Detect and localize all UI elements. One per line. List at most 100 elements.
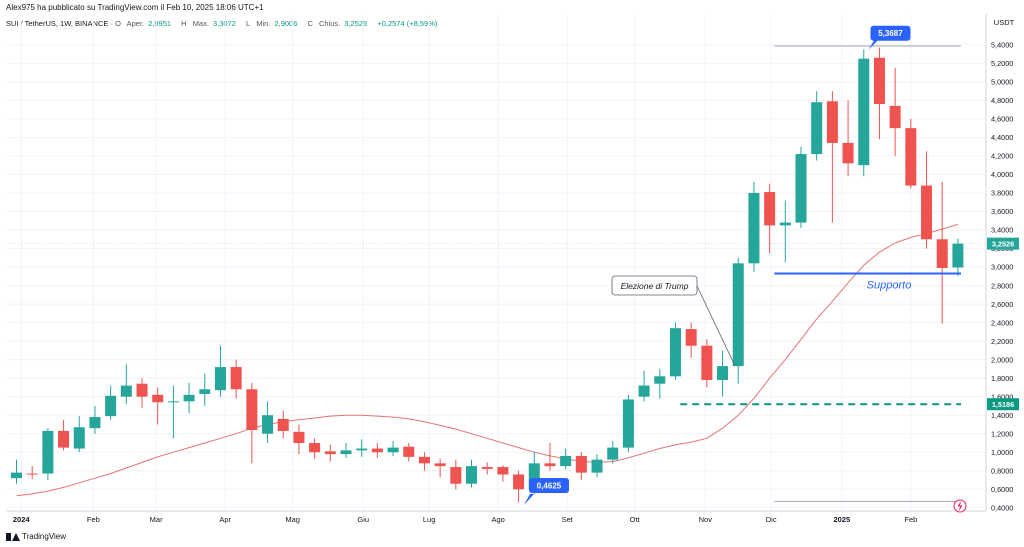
- x-tick-label: Mar: [150, 515, 163, 524]
- candle-body-down: [889, 105, 901, 129]
- candle-body-up: [607, 447, 619, 460]
- last-price-tag: [987, 237, 1019, 250]
- high-value: 3,3072: [212, 19, 236, 28]
- y-tick-label: 0,8000: [991, 466, 1013, 475]
- candle-body-up: [167, 401, 179, 403]
- y-tick-label: 5,2000: [991, 59, 1013, 68]
- x-tick-label: Ago: [492, 515, 505, 524]
- candle-body-up: [591, 459, 603, 473]
- y-tick-label: 1,2000: [991, 429, 1013, 438]
- candle-body-up: [466, 466, 478, 484]
- low-letter: L: [246, 19, 251, 28]
- x-tick-label: Mag: [285, 515, 300, 524]
- candle-body-up: [748, 192, 760, 264]
- moving-average-line: [16, 223, 959, 497]
- low-callout-text: 0,4625: [537, 482, 562, 491]
- candle-body-down: [842, 142, 854, 164]
- y-tick-label: 4,8000: [991, 96, 1013, 105]
- dashed-level-tag: [987, 398, 1019, 411]
- support-label: Supporto: [867, 280, 912, 292]
- y-tick-label: 1,6000: [991, 392, 1013, 401]
- footer-brand: TradingView: [6, 532, 66, 541]
- candle-body-down: [324, 451, 336, 455]
- y-tick-label: 3,4000: [991, 226, 1013, 235]
- candle-body-down: [497, 467, 509, 475]
- y-tick-label: 1,8000: [991, 374, 1013, 383]
- peak-callout-box: [870, 25, 911, 41]
- close-value: 3,2526: [344, 19, 368, 28]
- y-tick-label: 2,6000: [991, 300, 1013, 309]
- x-tick-label: Set: [562, 515, 574, 524]
- election-callout-connector: [696, 285, 736, 366]
- y-tick-label: 4,4000: [991, 133, 1013, 142]
- candle-body-up: [89, 417, 101, 429]
- change-value: +0,2574 (+8,59%): [377, 19, 438, 28]
- candle-body-down: [434, 463, 446, 467]
- candle-body-up: [779, 222, 791, 226]
- y-tick-label: 3,6000: [991, 207, 1013, 216]
- candle-body-up: [654, 376, 666, 384]
- y-tick-label: 1,4000: [991, 411, 1013, 420]
- candle-body-down: [152, 394, 164, 403]
- candle-body-down: [826, 101, 838, 143]
- x-tick-label: Lug: [423, 515, 436, 524]
- election-callout-box: [611, 275, 698, 296]
- candle-body-down: [293, 431, 305, 443]
- open-label: Aper.: [126, 19, 145, 28]
- x-tick-label: Ott: [630, 515, 641, 524]
- candle-body-down: [764, 192, 776, 226]
- y-tick-label: 2,4000: [991, 318, 1013, 327]
- candle-body-down: [873, 57, 885, 105]
- low-callout-pointer: [523, 494, 534, 506]
- y-tick-label: 3,0000: [991, 263, 1013, 272]
- y-tick-label: 0,4000: [991, 504, 1013, 513]
- high-letter: H: [181, 19, 187, 28]
- candle-body-down: [418, 456, 430, 464]
- candle-body-down: [685, 329, 697, 346]
- candle-body-up: [528, 463, 540, 490]
- candle-body-down: [513, 474, 525, 490]
- low-callout-box: [528, 478, 569, 494]
- candle-body-down: [26, 473, 38, 475]
- y-tick-label: 0,6000: [991, 485, 1013, 494]
- x-tick-label: 2025: [833, 515, 850, 524]
- candle-body-up: [262, 415, 274, 434]
- candle-body-up: [858, 58, 870, 166]
- candle-body-up: [952, 243, 964, 268]
- peak-callout-text: 5,3687: [878, 29, 903, 38]
- candle-body-up: [199, 389, 211, 394]
- candle-body-up: [105, 395, 117, 417]
- candle-body-down: [481, 467, 493, 469]
- close-label: Chius.: [319, 19, 341, 28]
- y-tick-label: 4,6000: [991, 115, 1013, 124]
- y-tick-label: 1,0000: [991, 448, 1013, 457]
- candle-body-down: [575, 455, 587, 473]
- election-callout-text: Elezione di Trump: [621, 281, 689, 291]
- candle-body-up: [669, 328, 681, 377]
- candle-body-down: [936, 239, 948, 268]
- candle-body-up: [622, 399, 634, 448]
- open-letter: O: [115, 19, 121, 28]
- candle-body-up: [183, 394, 195, 402]
- candle-body-up: [214, 367, 226, 391]
- candle-body-down: [309, 442, 321, 453]
- candle-body-up: [717, 366, 729, 381]
- candle-body-down: [450, 467, 462, 484]
- y-tick-label: 5,4000: [991, 41, 1013, 50]
- candle-body-down: [277, 418, 289, 431]
- y-tick-label: 2,0000: [991, 355, 1013, 364]
- candle-body-up: [811, 102, 823, 155]
- symbol-legend: SUI / TetherUS, 1W, BINANCE · O Aper. 2,9…: [6, 19, 441, 28]
- candle-body-down: [58, 430, 70, 448]
- candle-body-up: [638, 385, 650, 397]
- close-item: C Chius. 3,2526: [307, 19, 371, 28]
- x-tick-label: Feb: [87, 515, 100, 524]
- candle-body-up: [340, 450, 352, 455]
- candle-body-down: [544, 463, 556, 467]
- low-item: L Min. 2,9006: [246, 19, 301, 28]
- x-tick-label: Giu: [357, 515, 369, 524]
- y-tick-label: 2,8000: [991, 281, 1013, 290]
- candle-body-up: [795, 154, 807, 223]
- y-tick-label: 2,2000: [991, 337, 1013, 346]
